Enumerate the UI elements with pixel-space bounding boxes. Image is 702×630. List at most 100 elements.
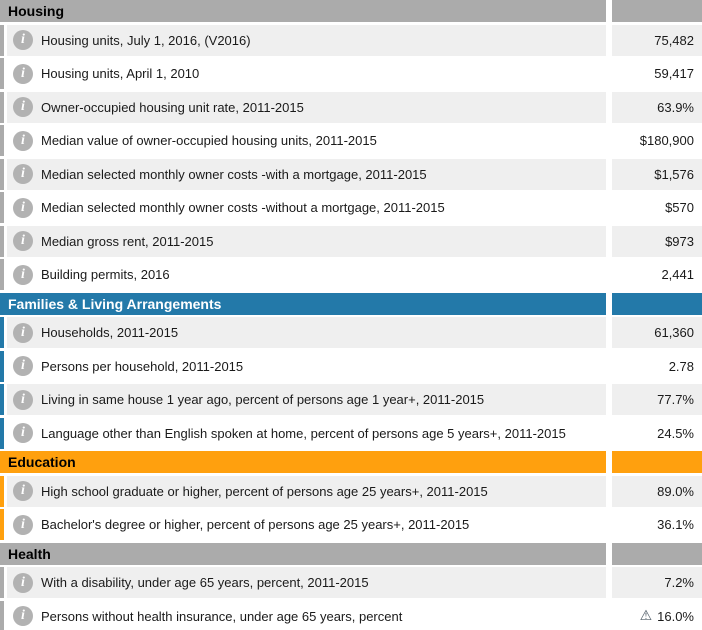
row-value: 89.0% [657, 483, 694, 499]
column-divider [606, 259, 612, 290]
info-icon[interactable]: i [13, 63, 33, 84]
column-divider [606, 451, 612, 473]
section-header-title: Families & Living Arrangements [0, 292, 606, 315]
row-value: 77.7% [657, 392, 694, 407]
info-icon[interactable]: i [13, 30, 33, 50]
row-main-cell: i Households, 2011-2015 [7, 317, 606, 348]
section-color-strip [0, 475, 4, 507]
table-row: i Persons without health insurance, unde… [0, 600, 702, 630]
table-row: i Housing units, April 1, 2010 59,417 [0, 58, 702, 89]
section-header: Health [0, 542, 702, 565]
row-main-cell: i Language other than English spoken at … [7, 417, 606, 449]
table-row: i Living in same house 1 year ago, perce… [0, 384, 702, 415]
warning-flag-icon[interactable]: ⚠ [639, 608, 653, 624]
column-divider [606, 158, 612, 190]
row-value-cell: 77.7% [612, 384, 702, 415]
row-main-cell: i Bachelor's degree or higher, percent o… [7, 509, 606, 540]
row-value-cell: 2.78 [612, 350, 702, 382]
row-main-cell: i With a disability, under age 65 years,… [7, 567, 606, 598]
row-label: Persons without health insurance, under … [41, 608, 403, 624]
row-value-cell: $1,576 [612, 158, 702, 190]
row-value-cell: ⚠ 16.0% [612, 600, 702, 630]
row-main-cell: i Median selected monthly owner costs -w… [7, 158, 606, 190]
table-row: i Median gross rent, 2011-2015 $973 [0, 225, 702, 257]
column-divider [606, 567, 612, 598]
info-icon[interactable]: i [13, 264, 33, 285]
strip-divider [4, 475, 7, 507]
info-icon[interactable]: i [13, 356, 33, 376]
column-divider [606, 509, 612, 540]
row-label: Language other than English spoken at ho… [41, 425, 566, 441]
info-icon[interactable]: i [13, 231, 33, 251]
section-families-living-arrangements: Families & Living Arrangements i Househo… [0, 292, 702, 449]
row-label: Building permits, 2016 [41, 267, 170, 282]
row-value-cell: 63.9% [612, 91, 702, 123]
row-value: 63.9% [657, 99, 694, 115]
row-label: Housing units, July 1, 2016, (V2016) [41, 32, 251, 48]
row-value: 24.5% [657, 425, 694, 441]
row-value: 16.0% [657, 608, 694, 624]
info-icon[interactable]: i [13, 606, 33, 626]
section-header-value-cell [612, 0, 702, 22]
row-label: Bachelor's degree or higher, percent of … [41, 517, 470, 532]
row-label: Median selected monthly owner costs -wit… [41, 166, 427, 182]
section-header-value-cell [612, 292, 702, 315]
section-header-value-cell [612, 451, 702, 473]
strip-divider [4, 259, 7, 290]
table-row: i High school graduate or higher, percen… [0, 475, 702, 507]
row-value: 59,417 [654, 66, 694, 81]
section-color-strip [0, 91, 4, 123]
info-icon[interactable]: i [13, 481, 33, 501]
section-color-strip [0, 350, 4, 382]
row-main-cell: i Median gross rent, 2011-2015 [7, 225, 606, 257]
row-value: $1,576 [654, 166, 694, 182]
column-divider [606, 317, 612, 348]
section-color-strip [0, 192, 4, 223]
row-main-cell: i Persons without health insurance, unde… [7, 600, 606, 630]
info-icon[interactable]: i [13, 423, 33, 443]
row-main-cell: i Housing units, July 1, 2016, (V2016) [7, 24, 606, 56]
info-icon[interactable]: i [13, 322, 33, 343]
section-header-value-cell [612, 542, 702, 565]
row-label: High school graduate or higher, percent … [41, 483, 488, 499]
column-divider [606, 542, 612, 565]
row-main-cell: i Living in same house 1 year ago, perce… [7, 384, 606, 415]
section-header-title: Education [0, 451, 606, 473]
row-label: Owner-occupied housing unit rate, 2011-2… [41, 99, 304, 115]
row-main-cell: i High school graduate or higher, percen… [7, 475, 606, 507]
column-divider [606, 192, 612, 223]
row-main-cell: i Building permits, 2016 [7, 259, 606, 290]
row-value-cell: $180,900 [612, 125, 702, 156]
row-value-cell: 89.0% [612, 475, 702, 507]
row-value: $973 [665, 233, 694, 249]
column-divider [606, 125, 612, 156]
section-header: Housing [0, 0, 702, 22]
table-row: i Housing units, July 1, 2016, (V2016) 7… [0, 24, 702, 56]
column-divider [606, 58, 612, 89]
column-divider [606, 0, 612, 22]
row-value: $570 [665, 200, 694, 215]
row-label: Median selected monthly owner costs -wit… [41, 200, 445, 215]
info-icon[interactable]: i [13, 197, 33, 218]
row-label: Households, 2011-2015 [41, 325, 179, 340]
row-value-cell: $570 [612, 192, 702, 223]
info-icon[interactable]: i [13, 514, 33, 535]
column-divider [606, 475, 612, 507]
row-value-cell: $973 [612, 225, 702, 257]
info-icon[interactable]: i [13, 389, 33, 410]
section-color-strip [0, 24, 4, 56]
column-divider [606, 417, 612, 449]
row-label: Housing units, April 1, 2010 [41, 66, 200, 81]
strip-divider [4, 600, 7, 630]
info-icon[interactable]: i [13, 130, 33, 151]
info-icon[interactable]: i [13, 164, 33, 184]
column-divider [606, 292, 612, 315]
row-value-cell: 7.2% [612, 567, 702, 598]
table-row: i Median selected monthly owner costs -w… [0, 158, 702, 190]
section-education: Education i High school graduate or high… [0, 451, 702, 540]
info-icon[interactable]: i [13, 97, 33, 117]
column-divider [606, 600, 612, 630]
info-icon[interactable]: i [13, 572, 33, 593]
row-value: 2,441 [661, 267, 694, 282]
row-label: Median gross rent, 2011-2015 [41, 233, 214, 249]
